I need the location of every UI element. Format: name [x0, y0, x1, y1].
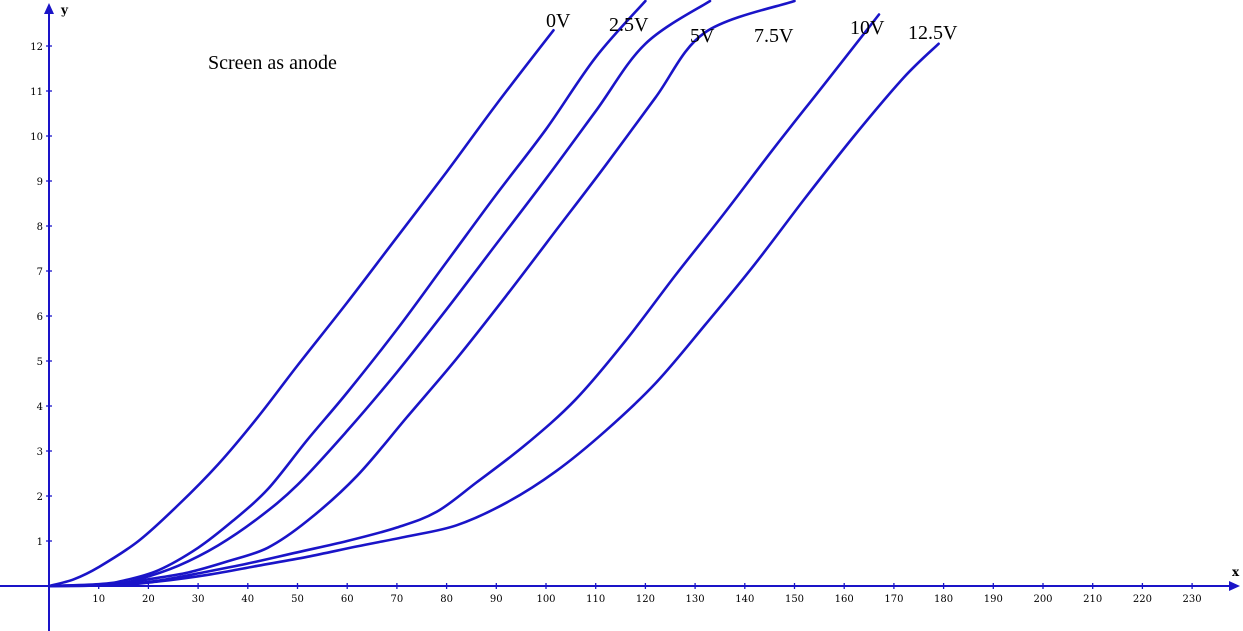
x-tick-label: 210 [1083, 594, 1102, 605]
x-tick-label: 30 [192, 594, 205, 605]
x-tick-label: 220 [1133, 594, 1152, 605]
series-label: 10V [850, 17, 885, 39]
y-tick-label: 8 [37, 222, 43, 233]
x-tick-label: 200 [1033, 594, 1052, 605]
y-tick-label: 5 [37, 357, 43, 368]
axes-layer: 10 20 30 40 50 60 70 80 90 100 110 120 130 140 150 160 1… [0, 3, 1240, 631]
x-tick-label: 90 [490, 594, 503, 605]
x-tick-label: 80 [440, 594, 453, 605]
x-tick-label: 20 [142, 594, 155, 605]
y-tick-label: 7 [37, 267, 43, 278]
x-tick-label: 230 [1183, 594, 1202, 605]
x-axis-arrow [1229, 581, 1240, 591]
series-label: 0V [546, 10, 571, 32]
y-tick-label: 11 [30, 87, 43, 98]
y-tick-label: 1 [37, 537, 43, 548]
x-tick-label: 180 [934, 594, 953, 605]
y-tick-label: 3 [37, 447, 43, 458]
x-axis-label: x [1232, 565, 1240, 579]
y-tick-label: 4 [37, 402, 43, 413]
y-tick-label: 6 [37, 312, 43, 323]
x-tick-label: 70 [391, 594, 404, 605]
series-layer [47, 0, 940, 588]
series-line-2-5v [47, 0, 647, 588]
x-tick-label: 130 [686, 594, 705, 605]
series-line-0v [47, 29, 555, 588]
series-label: 5V [690, 25, 715, 47]
x-tick-label: 10 [92, 594, 105, 605]
series-label: 7.5V [754, 25, 794, 47]
series-labels: 0V 2.5V 5V 7.5V 10V 12.5V [546, 10, 958, 47]
chart-title: Screen as anode [208, 52, 337, 74]
x-tick-label: 170 [884, 594, 903, 605]
series-line-5v [47, 0, 712, 588]
series-line-10v [47, 13, 881, 588]
y-axis-arrow [44, 3, 54, 14]
x-tick-label: 160 [835, 594, 854, 605]
y-tick-label: 12 [30, 42, 43, 53]
x-tick-label: 120 [636, 594, 655, 605]
x-tick-label: 110 [586, 594, 605, 605]
x-tick-label: 140 [735, 594, 754, 605]
x-tick-label: 40 [241, 594, 254, 605]
series-label: 12.5V [908, 22, 958, 44]
series-line-12-5v [47, 42, 940, 588]
y-tick-label: 10 [30, 132, 43, 143]
x-tick-label: 100 [536, 594, 555, 605]
x-tick-label: 190 [984, 594, 1003, 605]
x-tick-label: 150 [785, 594, 804, 605]
series-line-7-5v [47, 0, 796, 588]
y-axis-label: y [60, 3, 69, 17]
series-label: 2.5V [609, 14, 649, 36]
x-tick-label: 60 [341, 594, 354, 605]
x-tick-label: 50 [291, 594, 304, 605]
y-tick-label: 9 [37, 177, 43, 188]
y-tick-label: 2 [37, 492, 43, 503]
